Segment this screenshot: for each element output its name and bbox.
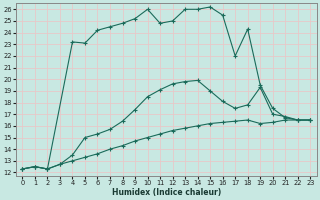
X-axis label: Humidex (Indice chaleur): Humidex (Indice chaleur) (112, 188, 221, 197)
